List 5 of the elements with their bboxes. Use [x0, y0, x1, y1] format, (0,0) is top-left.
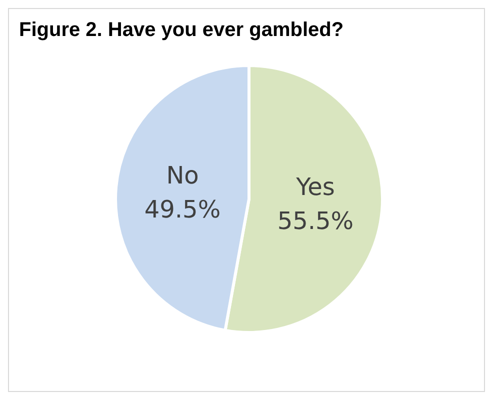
slice-label: No	[166, 161, 199, 190]
data-label: 55.5%	[277, 207, 354, 236]
chart-title: Figure 2. Have you ever gambled?	[18, 18, 345, 43]
slice-label: Yes	[295, 173, 335, 202]
data-label: 49.5%	[144, 195, 221, 224]
